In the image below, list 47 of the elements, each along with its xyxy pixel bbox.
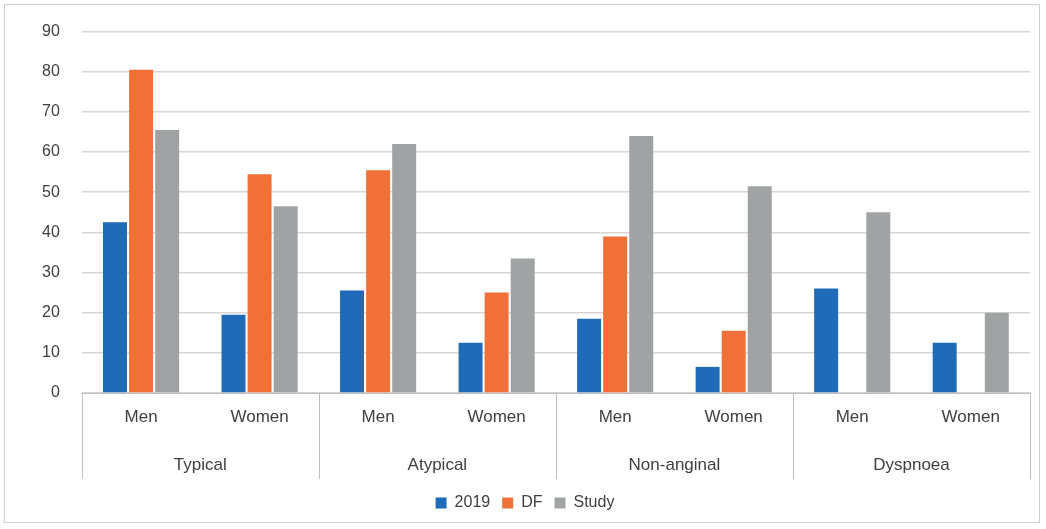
bar bbox=[603, 236, 628, 393]
bar bbox=[695, 366, 720, 393]
x-tick-label: Women bbox=[704, 406, 763, 426]
text: Atypical bbox=[407, 454, 468, 474]
bar bbox=[102, 222, 127, 393]
bar bbox=[247, 174, 272, 393]
x-tick-label: Men bbox=[124, 406, 158, 426]
bar bbox=[484, 292, 509, 393]
bar bbox=[747, 186, 772, 393]
legend-label: Study bbox=[573, 493, 615, 511]
bar bbox=[366, 170, 391, 393]
y-tick-label: 80 bbox=[42, 62, 60, 80]
text: Typical bbox=[173, 454, 227, 474]
x-tick-label: Men bbox=[361, 406, 395, 426]
bar bbox=[458, 342, 483, 393]
bar bbox=[392, 144, 417, 393]
x-tick-label: Women bbox=[941, 406, 1000, 426]
y-tick-label: 20 bbox=[42, 303, 60, 321]
bar bbox=[984, 312, 1009, 393]
y-tick-label: 30 bbox=[42, 262, 60, 280]
y-tick-label: 60 bbox=[42, 142, 60, 160]
bar bbox=[129, 69, 154, 393]
bar bbox=[273, 206, 298, 393]
x-tick-label: Men bbox=[835, 406, 869, 426]
bar bbox=[155, 129, 180, 393]
y-tick-label: 70 bbox=[42, 102, 60, 120]
bar bbox=[221, 314, 246, 393]
x-tick-label: Women bbox=[467, 406, 526, 426]
y-tick-label: 50 bbox=[42, 182, 60, 200]
text: Dyspnoea bbox=[873, 454, 951, 474]
legend-label: DF bbox=[521, 493, 543, 511]
x-tick-label: Women bbox=[230, 406, 289, 426]
bar bbox=[340, 290, 365, 393]
y-tick-label: 10 bbox=[42, 343, 60, 361]
bar bbox=[721, 330, 746, 393]
bar bbox=[866, 212, 891, 393]
y-tick-label: 0 bbox=[50, 383, 60, 401]
bar bbox=[932, 342, 957, 393]
bar bbox=[814, 288, 839, 393]
bar bbox=[629, 136, 654, 393]
bar bbox=[577, 318, 602, 393]
y-tick-label: 90 bbox=[42, 22, 60, 40]
bar bbox=[510, 258, 535, 393]
legend-label: 2019 bbox=[454, 493, 491, 511]
y-tick-label: 40 bbox=[42, 222, 60, 240]
x-tick-label: Men bbox=[598, 406, 632, 426]
text: Non-anginal bbox=[628, 454, 721, 474]
